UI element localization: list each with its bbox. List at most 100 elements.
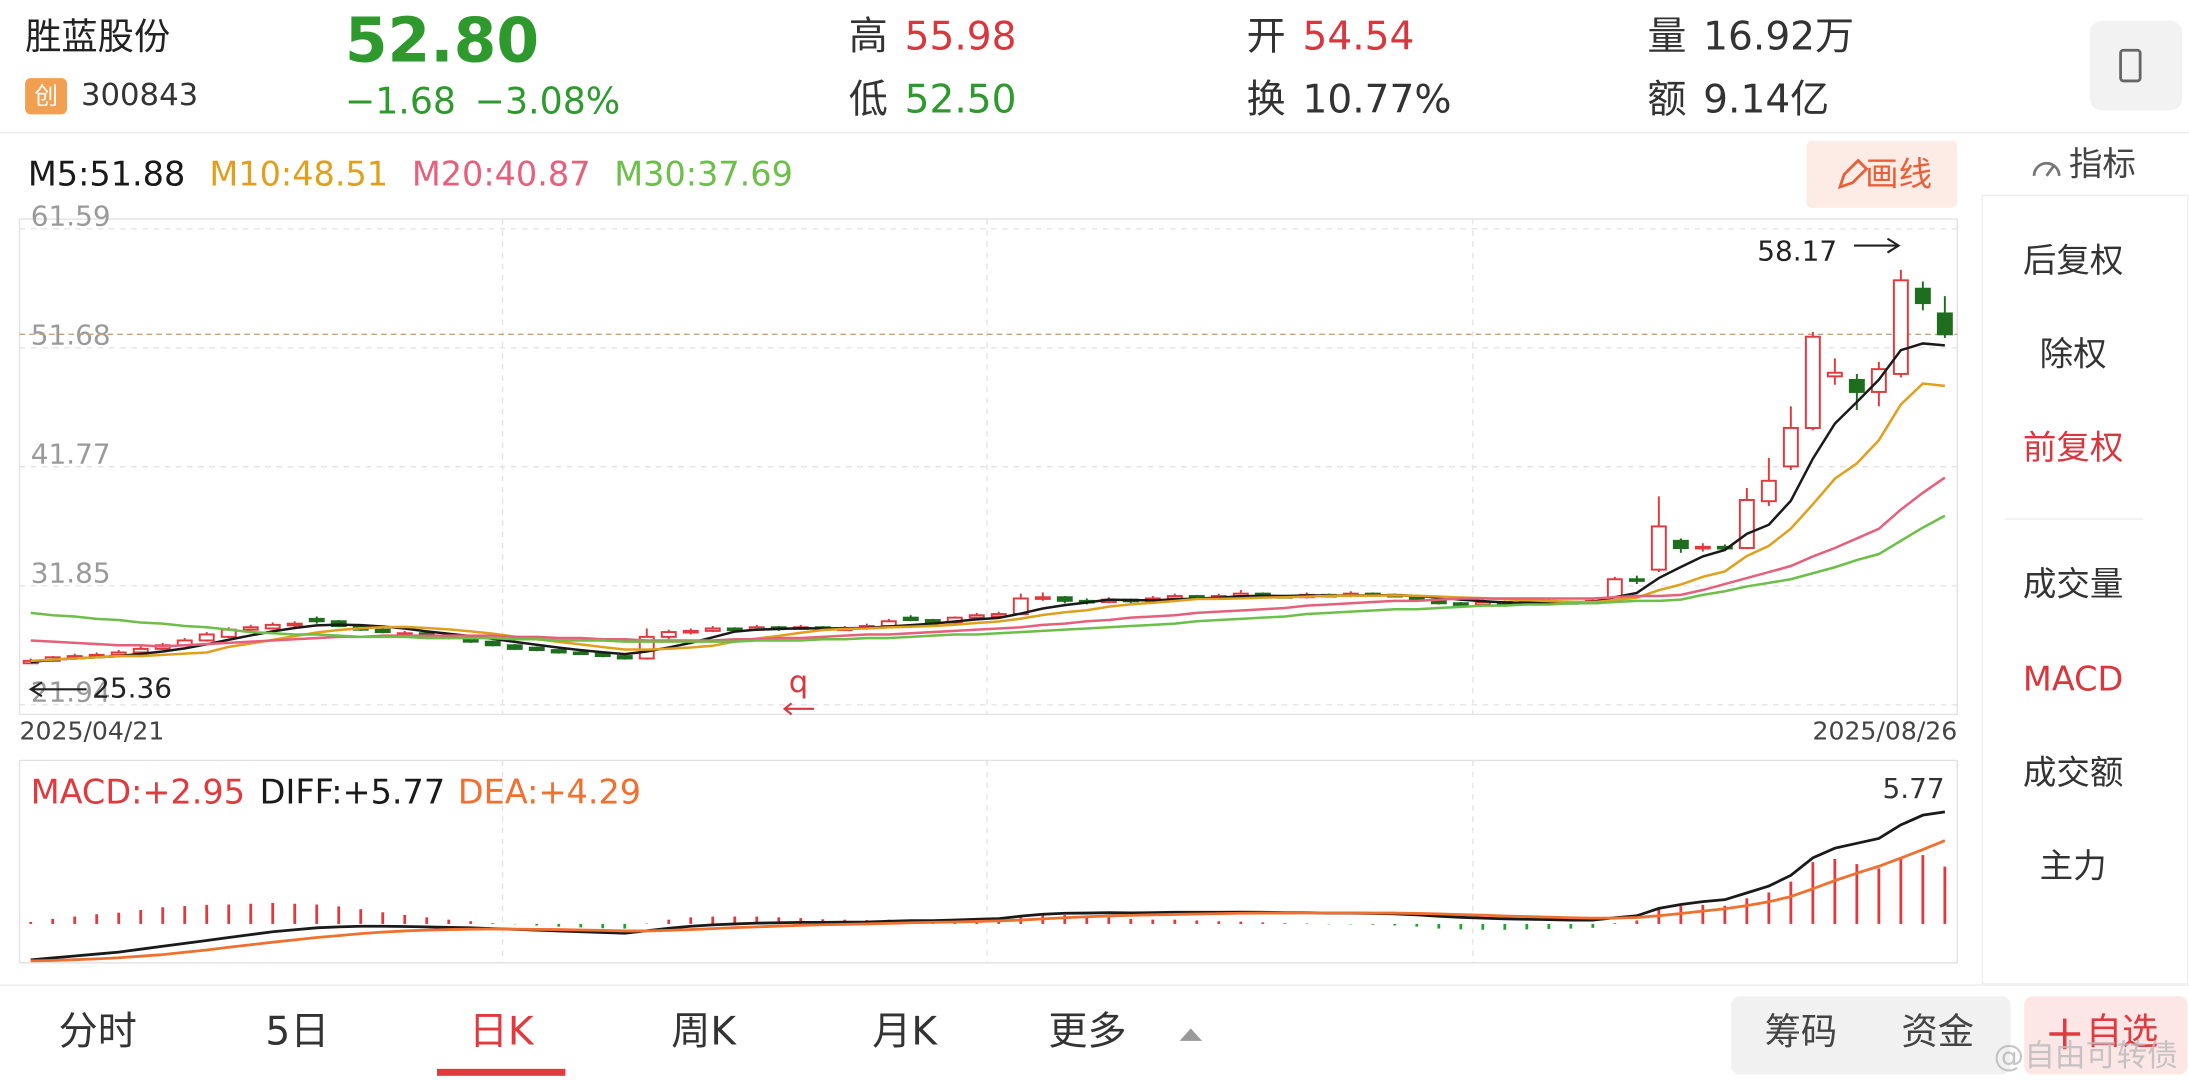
indicator-button-label: 指标 xyxy=(2069,145,2136,184)
watchlist-button[interactable]: 自选 xyxy=(2024,996,2188,1075)
legend-entry: M20:40.87 xyxy=(412,154,591,193)
price-change: −1.68 xyxy=(345,79,456,122)
side-menu-item[interactable]: 后复权 xyxy=(2023,241,2123,280)
side-menu-item[interactable]: 前复权 xyxy=(2023,428,2123,467)
x-tick-label: 2025/04/21 xyxy=(20,717,165,746)
gauge-needle xyxy=(2045,165,2055,177)
period-tab[interactable]: 月K xyxy=(872,1009,938,1054)
pencil-icon xyxy=(1837,158,1869,190)
watchlist-button-bg xyxy=(2024,996,2188,1075)
candle-body xyxy=(286,622,303,627)
indicator-line xyxy=(30,382,1945,663)
candle-body xyxy=(1694,545,1711,550)
candle-body xyxy=(308,617,325,623)
side-menu-item[interactable]: 主力 xyxy=(2040,846,2107,885)
stat-value: 52.50 xyxy=(905,77,1017,122)
candle-body xyxy=(1628,578,1645,582)
legend-entry: DIFF:+5.77 xyxy=(260,772,446,811)
candle-body xyxy=(1826,371,1843,378)
candle-body xyxy=(264,623,281,630)
side-menu-item[interactable]: 除权 xyxy=(2040,334,2107,373)
landscape-button[interactable] xyxy=(2089,20,2183,111)
candle-body xyxy=(198,633,215,642)
candle-body xyxy=(726,627,743,632)
stat-label: 高 xyxy=(849,15,888,60)
period-tab[interactable]: 更多 xyxy=(1048,1009,1126,1054)
stat-value: 54.54 xyxy=(1303,15,1415,60)
candle-body xyxy=(242,626,259,631)
indicator-line xyxy=(30,839,1946,963)
max-arrow xyxy=(1853,237,1901,254)
max-label: 58.17 xyxy=(1757,235,1837,268)
min-label: 25.36 xyxy=(92,671,172,704)
candle-body xyxy=(374,628,391,634)
stat-value: 16.92万 xyxy=(1703,15,1854,60)
watermark: @自由可转债 xyxy=(1994,1039,2178,1074)
indicator-button[interactable]: 指标 xyxy=(2032,145,2136,184)
candle-body xyxy=(484,640,501,647)
candle-body xyxy=(1782,426,1799,468)
candle-body xyxy=(1914,287,1931,305)
draw-button-label: 画线 xyxy=(1865,154,1932,193)
legend-entry: DEA:+4.29 xyxy=(458,772,641,811)
plus-icon xyxy=(2049,1018,2081,1050)
period-tab[interactable]: 日K xyxy=(469,1009,535,1054)
more-triangle xyxy=(1179,1028,1202,1041)
min-arrow xyxy=(28,681,87,698)
candle-body xyxy=(1056,596,1073,602)
candle-body xyxy=(1936,312,1953,336)
macd-chart: MACD:+2.95 DIFF:+5.77 DEA:+4.29 5.77 xyxy=(29,772,1947,963)
legend-entry: M5:51.88 xyxy=(28,154,185,193)
y-tick-label: 31.85 xyxy=(31,557,111,590)
side-panel xyxy=(1981,194,2189,985)
price: 52.80 xyxy=(345,6,539,77)
x-tick-label: 2025/08/26 xyxy=(1812,717,1957,746)
gauge-icon xyxy=(2032,161,2061,176)
last-value-label: 5.77 xyxy=(1883,772,1945,805)
active-tab-underline xyxy=(436,1068,566,1076)
chips-button[interactable]: 筹码 xyxy=(1765,1010,1838,1053)
funds-button[interactable]: 资金 xyxy=(1901,1010,1974,1053)
candle-body xyxy=(1672,539,1689,549)
side-menu-item[interactable]: 成交额 xyxy=(2023,753,2123,792)
indicator-line xyxy=(30,514,1946,643)
stat-value: 55.98 xyxy=(905,15,1017,60)
period-tab[interactable]: 周K xyxy=(671,1009,737,1054)
stat-label: 换 xyxy=(1247,77,1286,122)
y-tick-label: 21.94 xyxy=(31,676,111,709)
period-tab[interactable]: 分时 xyxy=(59,1009,137,1054)
candle-body xyxy=(1452,602,1469,606)
stat-label: 低 xyxy=(849,77,888,122)
candle-body xyxy=(1738,499,1755,549)
y-tick-label: 61.59 xyxy=(31,200,111,233)
stock-code: 300843 xyxy=(81,78,198,113)
candle-body xyxy=(528,646,545,652)
period-tabs: 分时 5日 日K 周K 月K 更多 xyxy=(59,1009,1127,1054)
phone-icon xyxy=(2119,48,2142,83)
landscape-button-bg xyxy=(2089,20,2183,111)
candle-body xyxy=(1892,279,1909,375)
kline-chart: 61.59 51.68 41.77 31.85 21.94 2025/04/21 2025/… xyxy=(19,154,1958,746)
stat-label: 量 xyxy=(1647,15,1686,60)
stat-value: 10.77% xyxy=(1303,77,1452,122)
board-tag-bg xyxy=(25,78,68,115)
candle-body xyxy=(506,644,523,650)
candle-body xyxy=(1848,378,1865,393)
period-tab[interactable]: 5日 xyxy=(265,1009,329,1054)
watchlist-button-label: 自选 xyxy=(2086,1010,2159,1053)
candle-body xyxy=(616,655,633,660)
draw-button[interactable]: 画线 xyxy=(1806,140,1958,208)
candle-body xyxy=(1804,335,1821,429)
candle-body xyxy=(1650,525,1667,571)
candle-body xyxy=(902,616,919,622)
side-menu-item[interactable]: 成交量 xyxy=(2023,565,2123,604)
stat-label: 额 xyxy=(1647,77,1686,122)
candle-body xyxy=(682,629,699,634)
candle-body xyxy=(132,647,149,654)
side-menu-item[interactable]: MACD xyxy=(2023,659,2123,698)
legend-entry: M30:37.69 xyxy=(614,154,793,193)
marker-q: q xyxy=(789,665,808,700)
